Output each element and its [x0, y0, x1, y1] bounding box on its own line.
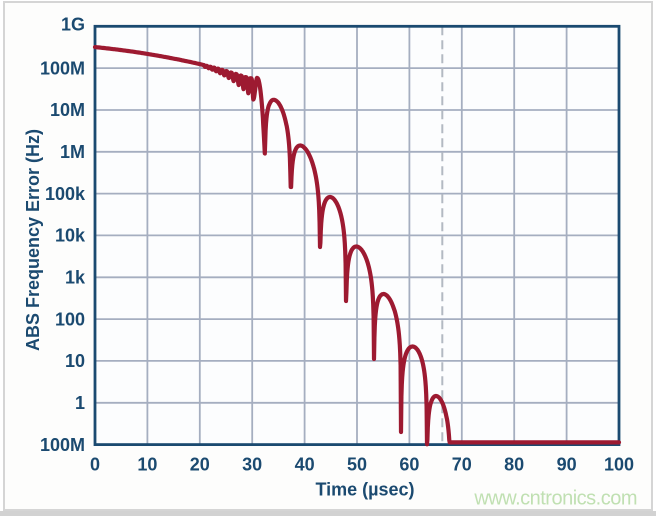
svg-text:ABS Frequency Error (Hz): ABS Frequency Error (Hz): [23, 129, 43, 351]
svg-text:1: 1: [75, 393, 85, 413]
svg-text:100M: 100M: [40, 58, 85, 78]
svg-text:1k: 1k: [65, 268, 86, 288]
svg-text:100: 100: [604, 455, 634, 475]
svg-text:30: 30: [242, 455, 262, 475]
svg-text:70: 70: [452, 455, 472, 475]
svg-text:100: 100: [55, 309, 85, 329]
svg-text:20: 20: [190, 455, 210, 475]
svg-text:Time (µsec): Time (µsec): [315, 480, 414, 500]
svg-text:www.cntronics.com: www.cntronics.com: [473, 488, 637, 510]
svg-text:0: 0: [90, 455, 100, 475]
svg-text:90: 90: [557, 455, 577, 475]
svg-text:10: 10: [65, 351, 85, 371]
svg-text:1G: 1G: [61, 15, 85, 35]
svg-text:50: 50: [347, 455, 367, 475]
svg-text:40: 40: [295, 455, 315, 475]
svg-text:1M: 1M: [60, 142, 85, 162]
svg-text:10k: 10k: [55, 226, 86, 246]
svg-text:10M: 10M: [50, 100, 85, 120]
svg-text:100M: 100M: [40, 435, 85, 455]
svg-text:80: 80: [504, 455, 524, 475]
svg-text:60: 60: [399, 455, 419, 475]
svg-text:100k: 100k: [45, 184, 86, 204]
svg-text:10: 10: [137, 455, 157, 475]
